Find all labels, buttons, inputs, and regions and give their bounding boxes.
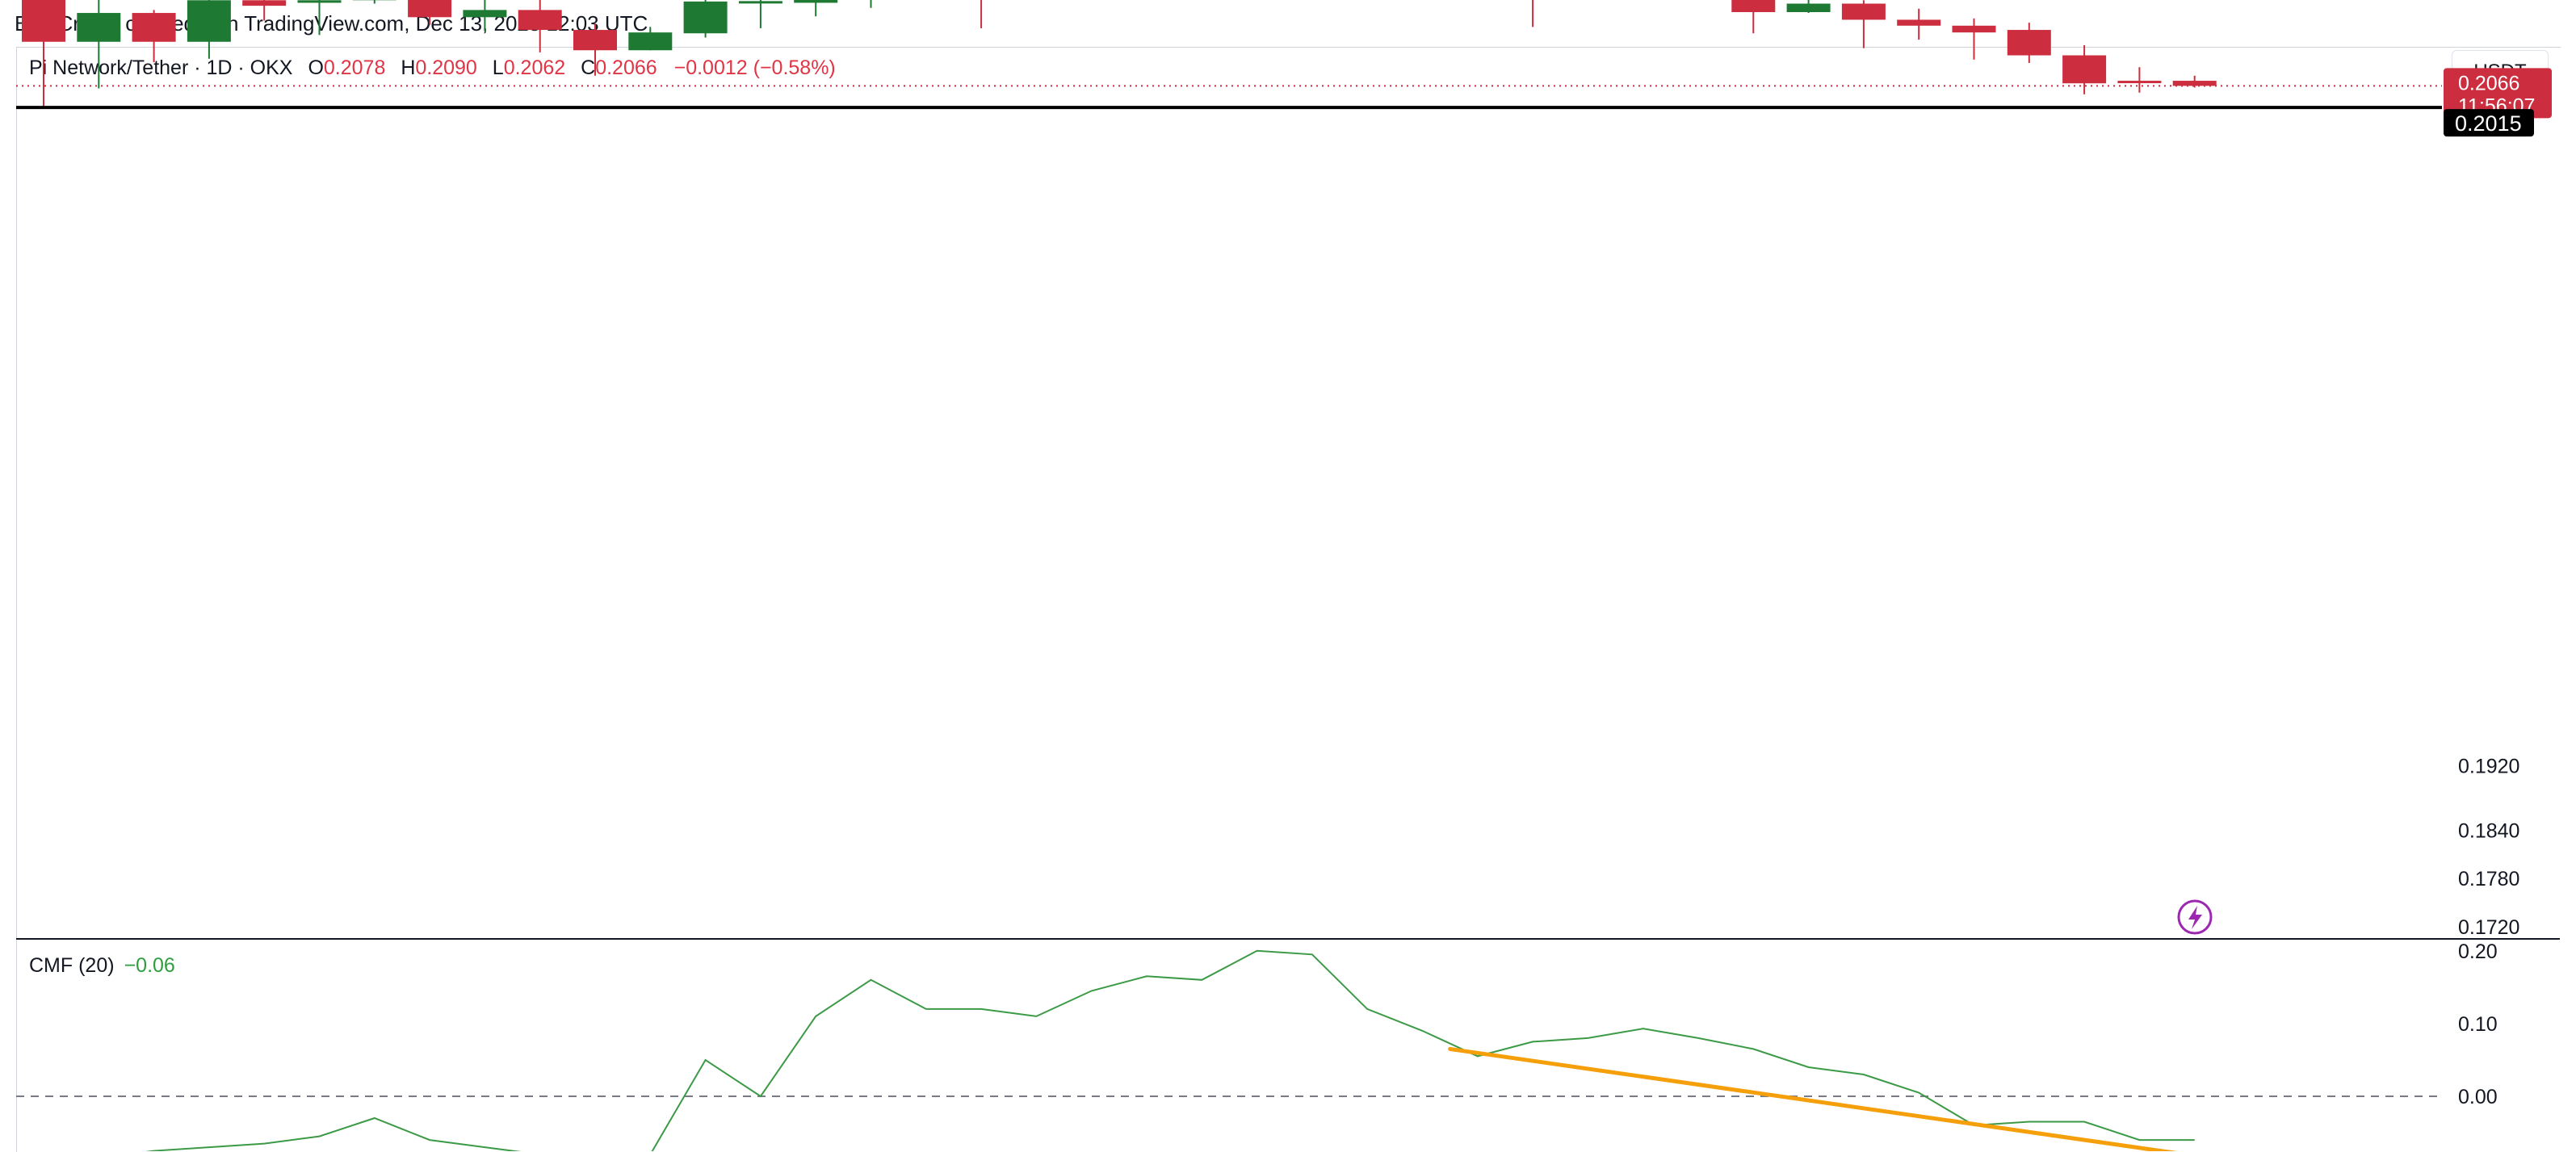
price-tick-label: 0.1720 [2458, 916, 2519, 939]
lightning-alert-icon[interactable] [2179, 901, 2211, 933]
candle-body [739, 1, 782, 3]
cmf-axis: 0.20 0.10 0.00 [2458, 940, 2498, 1108]
candle-body [794, 0, 837, 2]
cmf-tick-label: 0.00 [2458, 1086, 2498, 1108]
price-tick-label: 0.1780 [2458, 868, 2519, 890]
cmf-tick-label: 0.20 [2458, 940, 2498, 963]
support-price-label: 0.2015 [2455, 111, 2522, 136]
cmf-trend-line [1450, 1049, 2212, 1151]
price-tick-label: 0.1920 [2458, 756, 2519, 778]
candle-body [628, 32, 672, 50]
price-axis: 0.1920 0.1840 0.1780 0.1720 [2458, 756, 2519, 939]
candlestick-series [22, 0, 2217, 107]
candle-body [1897, 19, 1940, 25]
candle-body [242, 0, 286, 6]
candle-body [1953, 26, 1996, 32]
support-badge: 0.2015 [2444, 109, 2534, 136]
last-price-label: 0.2066 [2458, 72, 2519, 94]
candle-body [298, 0, 342, 2]
candle-body [2008, 30, 2051, 56]
candle-body [77, 13, 120, 42]
candle-body [1842, 4, 1886, 20]
candle-body [573, 30, 617, 50]
price-tick-label: 0.1840 [2458, 819, 2519, 842]
candle-body [463, 10, 506, 17]
candle-body [2117, 81, 2161, 83]
cmf-line [44, 951, 2195, 1151]
candle-body [1787, 4, 1831, 13]
candle-body [408, 0, 451, 17]
candle-body [22, 0, 65, 42]
candle-body [684, 2, 728, 33]
candle-body [1731, 0, 1775, 12]
cmf-tick-label: 0.10 [2458, 1013, 2498, 1036]
candle-body [132, 13, 176, 42]
candle-body [518, 10, 562, 30]
candle-body [187, 0, 231, 41]
candle-body [2062, 56, 2106, 84]
